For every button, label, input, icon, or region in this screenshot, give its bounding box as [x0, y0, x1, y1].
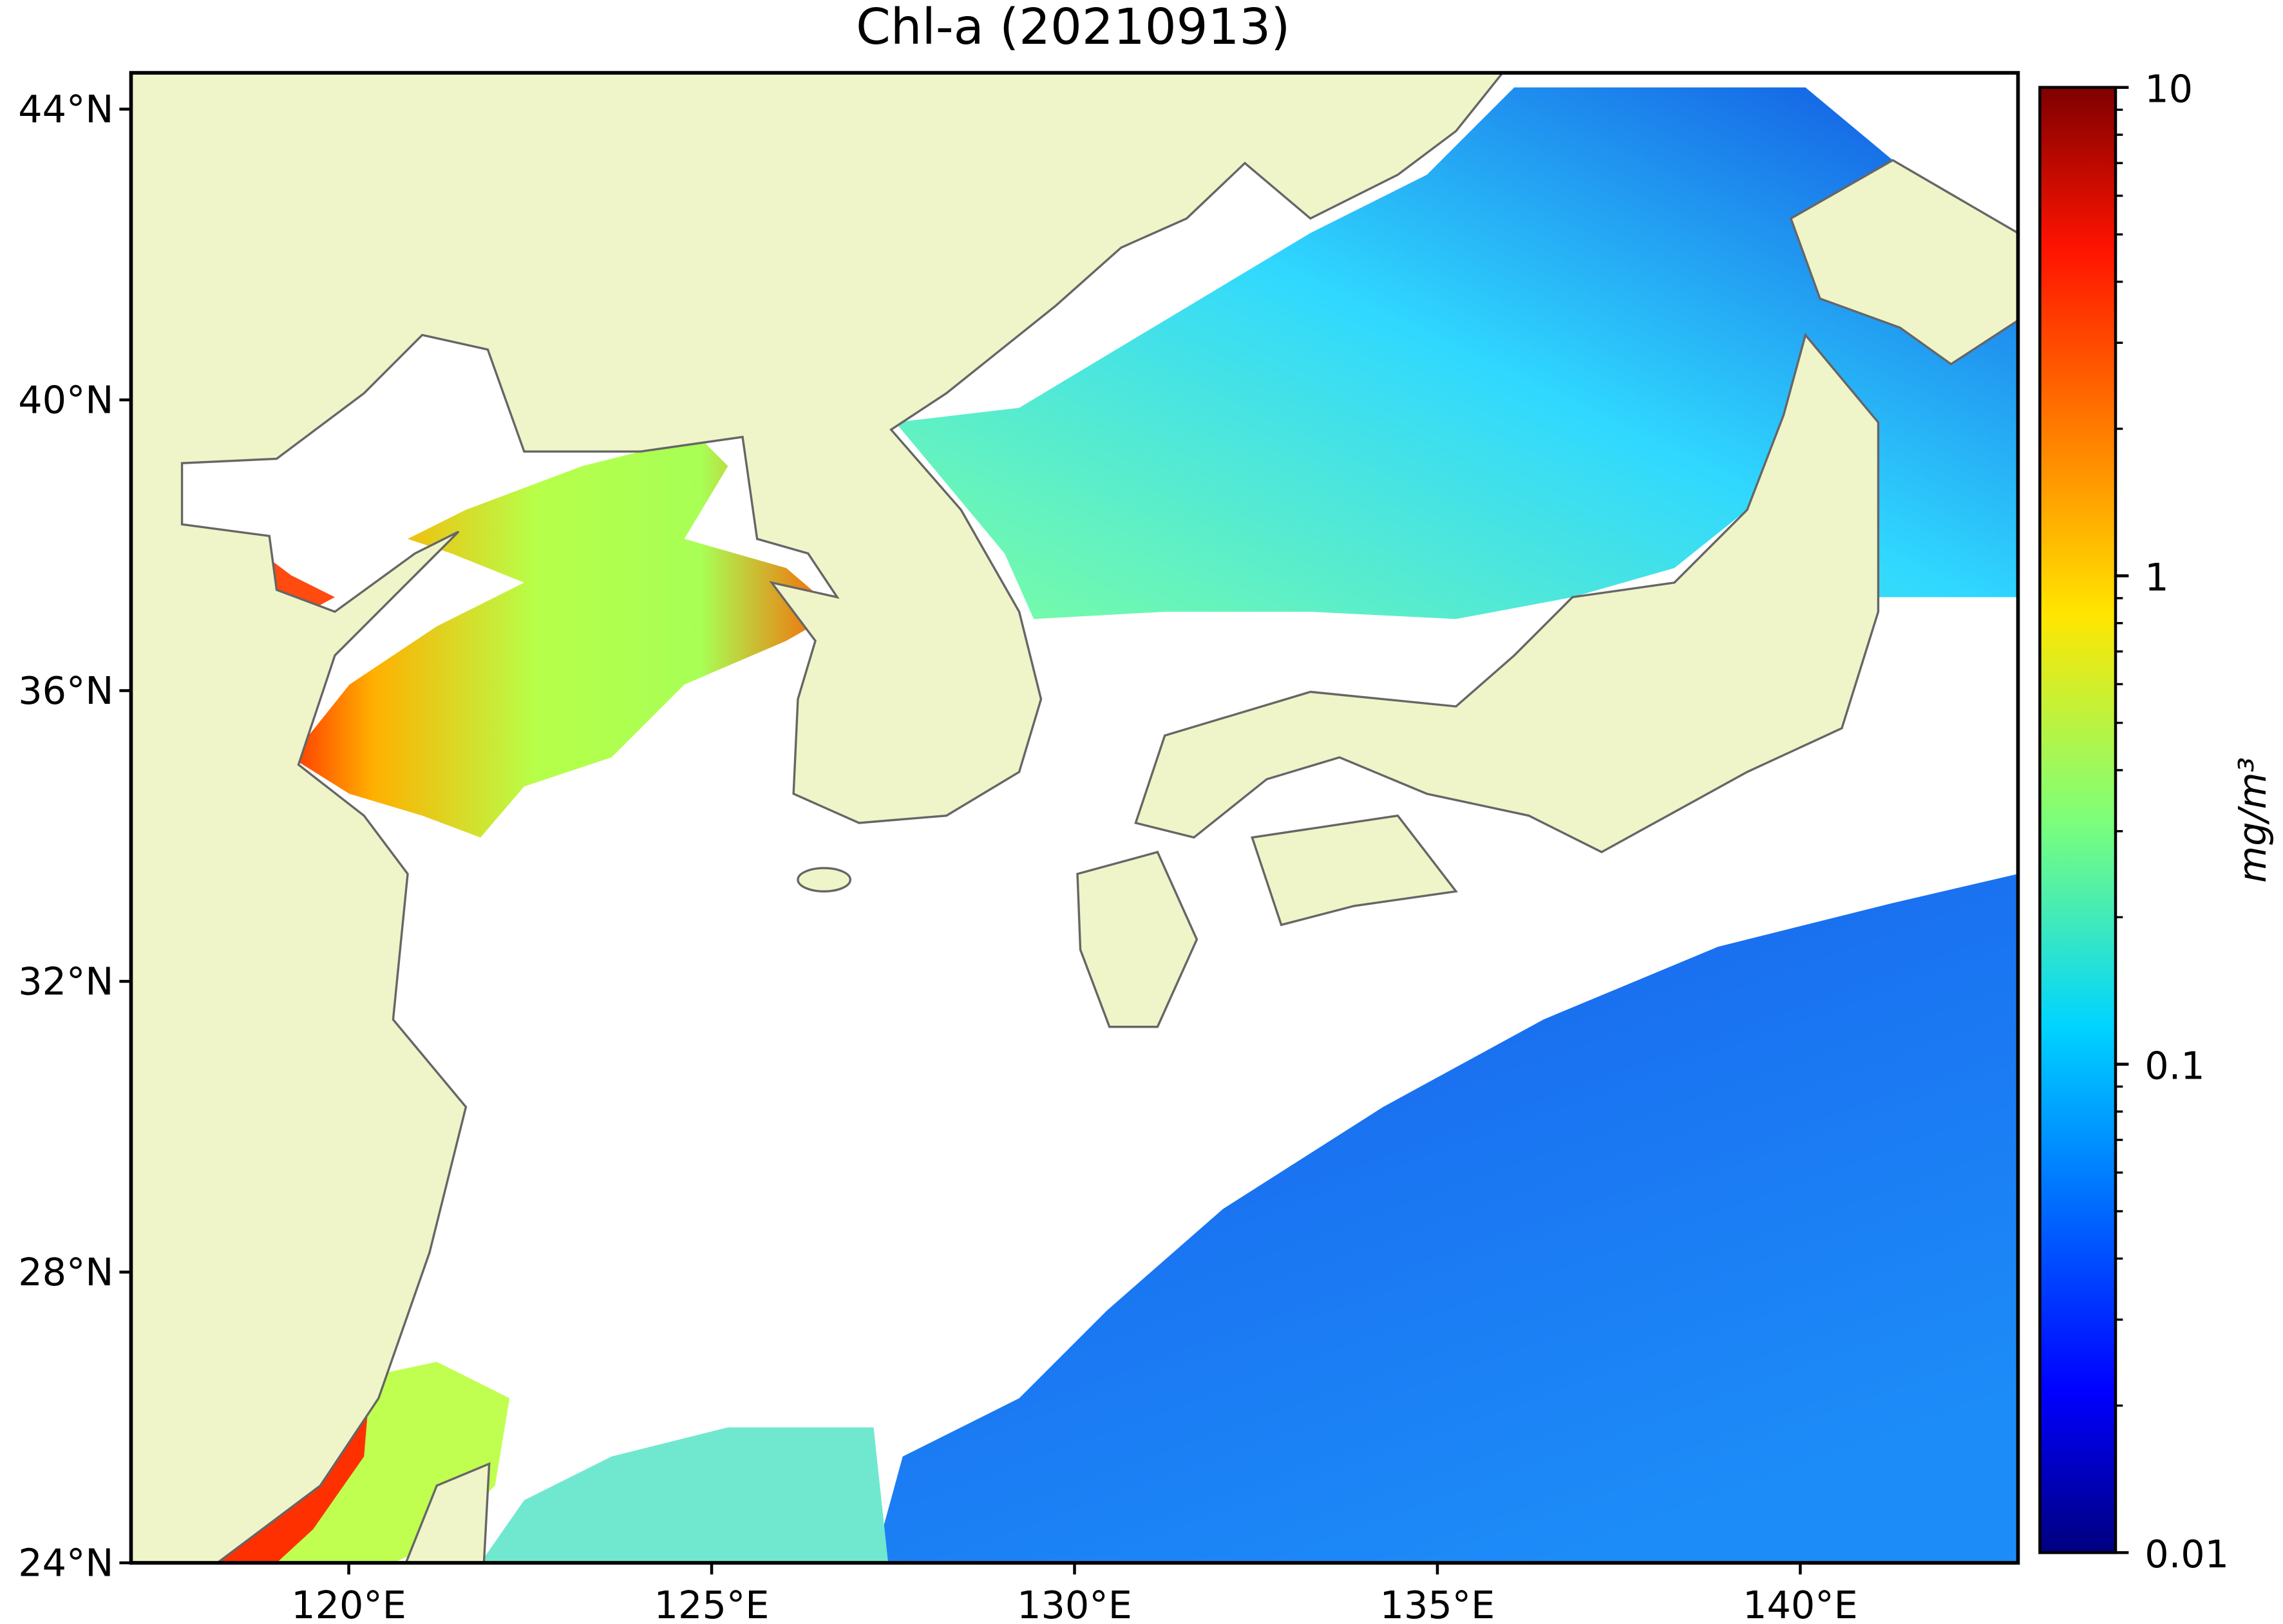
x-tick-label: 140°E [1743, 1583, 1858, 1624]
y-tick-label: 24°N [18, 1540, 113, 1585]
land-honshu [1134, 332, 1880, 854]
map-area [131, 73, 2018, 1563]
y-tick-label: 44°N [18, 87, 113, 131]
map-title: Chl-a (20210913) [856, 0, 1290, 56]
x-tick-label: 130°E [1017, 1583, 1132, 1624]
y-tick-label: 28°N [18, 1250, 113, 1294]
colorbar-tick-label: 0.01 [2145, 1532, 2229, 1576]
colorbar [2038, 86, 2117, 1554]
land-jeju [797, 867, 852, 892]
y-tick-label: 32°N [18, 959, 113, 1003]
y-tick-label: 40°N [18, 377, 113, 422]
colorbar-tick-label: 0.1 [2145, 1043, 2204, 1088]
land-kyushu [1076, 851, 1198, 1028]
land-taiwan [404, 1462, 491, 1563]
chl-east-sea [895, 87, 2018, 619]
chl-east-china-sea-south [480, 1427, 889, 1563]
colorbar-tick-label: 1 [2145, 555, 2168, 600]
land-hokkaido [1789, 158, 2018, 366]
chl-pacific [873, 874, 2018, 1563]
land [131, 73, 2018, 1563]
land-asia [131, 73, 1504, 1563]
chl-yellow-sea [291, 437, 837, 838]
colorbar-tick-label: 10 [2145, 66, 2193, 111]
colorbar-label: mg/m³ [2230, 757, 2275, 883]
x-tick-label: 135°E [1380, 1583, 1495, 1624]
y-tick-label: 36°N [18, 668, 113, 713]
x-tick-label: 120°E [291, 1583, 406, 1624]
land-shikoku [1251, 814, 1458, 927]
x-tick-label: 125°E [654, 1583, 770, 1624]
